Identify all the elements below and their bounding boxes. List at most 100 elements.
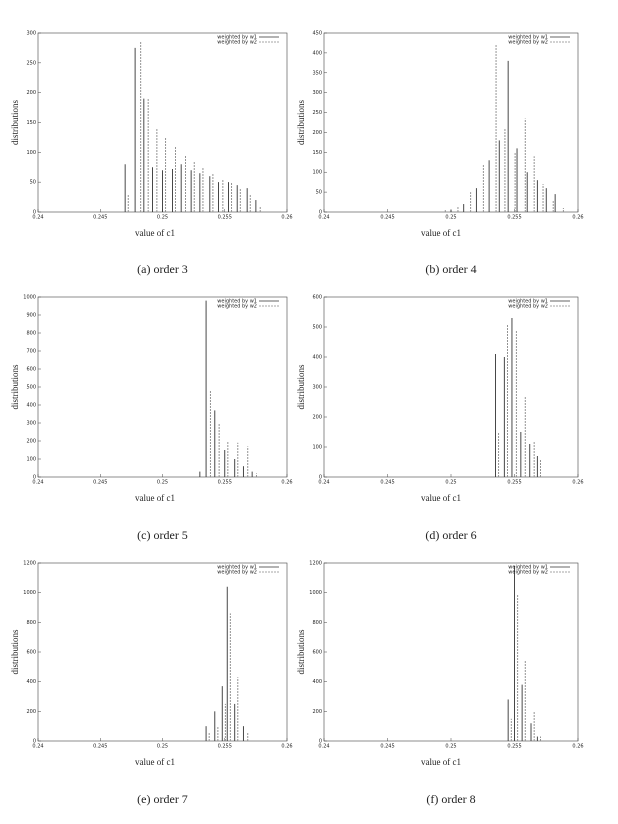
y-tick-label: 300 <box>312 385 322 391</box>
y-tick-label: 200 <box>26 709 36 715</box>
y-tick-label: 900 <box>26 313 36 319</box>
x-tick-label: 0.24 <box>32 215 43 221</box>
x-tick-label: 0.26 <box>281 215 292 221</box>
x-tick-label: 0.24 <box>318 215 329 221</box>
legend-label: weighted by w2 <box>508 570 548 576</box>
x-tick-label: 0.25 <box>157 215 168 221</box>
caption: (d) order 6 <box>425 528 476 542</box>
y-tick-label: 0 <box>319 739 322 745</box>
x-tick-label: 0.24 <box>318 744 329 750</box>
y-tick-label: 350 <box>312 70 322 76</box>
x-tick-label: 0.255 <box>218 744 232 750</box>
y-tick-label: 300 <box>312 90 322 96</box>
y-tick-label: 1000 <box>23 590 36 596</box>
y-tick-label: 400 <box>26 403 36 409</box>
x-tick-label: 0.25 <box>157 480 168 486</box>
legend-label: weighted by w2 <box>217 304 257 310</box>
x-tick-label: 0.245 <box>380 215 394 221</box>
y-axis-label: distributions <box>296 364 306 410</box>
y-tick-label: 300 <box>26 31 36 37</box>
x-tick-label: 0.26 <box>281 744 292 750</box>
x-tick-label: 0.24 <box>32 744 43 750</box>
y-tick-label: 600 <box>312 295 322 301</box>
x-tick-label: 0.255 <box>507 480 521 486</box>
y-tick-label: 800 <box>312 620 322 626</box>
legend-label: weighted by w1 <box>508 299 548 305</box>
y-tick-label: 600 <box>312 650 322 656</box>
y-tick-label: 200 <box>312 709 322 715</box>
y-axis-label: distributions <box>10 100 20 146</box>
y-tick-label: 200 <box>312 130 322 136</box>
y-tick-label: 400 <box>312 50 322 56</box>
x-tick-label: 0.25 <box>445 480 456 486</box>
y-axis-label: distributions <box>296 629 306 675</box>
y-tick-label: 0 <box>33 475 36 481</box>
x-tick-label: 0.25 <box>157 744 168 750</box>
plot-frame <box>37 562 288 742</box>
legend-label: weighted by w2 <box>217 40 257 46</box>
x-tick-label: 0.26 <box>572 480 583 486</box>
y-tick-label: 0 <box>33 210 36 216</box>
legend-label: weighted by w1 <box>217 35 257 41</box>
y-tick-label: 150 <box>26 120 36 126</box>
legend-label: weighted by w1 <box>217 299 257 305</box>
y-tick-label: 1200 <box>23 561 36 567</box>
x-tick-label: 0.245 <box>380 744 394 750</box>
y-tick-label: 1000 <box>23 295 36 301</box>
plot-frame <box>323 32 579 213</box>
x-tick-label: 0.26 <box>572 215 583 221</box>
x-tick-label: 0.26 <box>572 744 583 750</box>
y-tick-label: 50 <box>316 190 322 196</box>
y-tick-label: 100 <box>312 170 322 176</box>
caption: (c) order 5 <box>137 528 188 542</box>
x-tick-label: 0.255 <box>218 480 232 486</box>
x-tick-label: 0.255 <box>507 215 521 221</box>
y-tick-label: 50 <box>30 180 36 186</box>
y-tick-label: 500 <box>312 325 322 331</box>
x-axis-label: value of c1 <box>135 228 175 238</box>
y-tick-label: 100 <box>26 150 36 156</box>
x-axis-label: value of c1 <box>421 493 461 503</box>
legend-label: weighted by w2 <box>217 570 257 576</box>
y-tick-label: 100 <box>26 457 36 463</box>
legend-label: weighted by w1 <box>217 565 257 571</box>
x-tick-label: 0.245 <box>93 215 107 221</box>
y-tick-label: 600 <box>26 367 36 373</box>
y-tick-label: 0 <box>319 475 322 481</box>
y-tick-label: 250 <box>26 60 36 66</box>
y-tick-label: 400 <box>312 679 322 685</box>
y-tick-label: 1200 <box>309 561 322 567</box>
x-tick-label: 0.245 <box>380 480 394 486</box>
plot-frame <box>37 296 288 478</box>
y-tick-label: 300 <box>26 421 36 427</box>
y-tick-label: 200 <box>26 439 36 445</box>
x-axis-label: value of c1 <box>421 757 461 767</box>
y-tick-label: 100 <box>312 445 322 451</box>
y-tick-label: 800 <box>26 620 36 626</box>
legend-label: weighted by w1 <box>508 565 548 571</box>
y-tick-label: 700 <box>26 349 36 355</box>
legend-label: weighted by w2 <box>508 304 548 310</box>
x-tick-label: 0.26 <box>281 480 292 486</box>
x-tick-label: 0.24 <box>32 480 43 486</box>
legend-label: weighted by w2 <box>508 40 548 46</box>
plot-frame <box>323 562 579 742</box>
x-tick-label: 0.255 <box>218 215 232 221</box>
x-tick-label: 0.245 <box>93 480 107 486</box>
y-tick-label: 800 <box>26 331 36 337</box>
y-tick-label: 250 <box>312 110 322 116</box>
caption: (b) order 4 <box>425 262 476 276</box>
x-tick-label: 0.25 <box>445 215 456 221</box>
y-tick-label: 450 <box>312 31 322 37</box>
y-tick-label: 1000 <box>309 590 322 596</box>
x-tick-label: 0.25 <box>445 744 456 750</box>
x-tick-label: 0.245 <box>93 744 107 750</box>
y-axis-label: distributions <box>10 629 20 675</box>
y-tick-label: 200 <box>26 90 36 96</box>
caption: (a) order 3 <box>137 262 188 276</box>
y-tick-label: 150 <box>312 150 322 156</box>
y-tick-label: 0 <box>33 739 36 745</box>
y-tick-label: 400 <box>312 355 322 361</box>
legend-label: weighted by w1 <box>508 35 548 41</box>
